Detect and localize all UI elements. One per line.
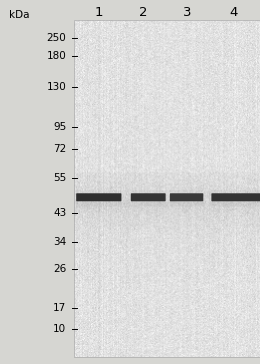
Text: 1: 1 — [95, 6, 103, 19]
FancyBboxPatch shape — [170, 190, 203, 196]
Text: 10: 10 — [53, 324, 66, 335]
FancyBboxPatch shape — [170, 193, 203, 201]
Text: 17: 17 — [53, 302, 66, 313]
Text: kDa: kDa — [9, 9, 30, 20]
Text: 4: 4 — [230, 6, 238, 19]
Text: 2: 2 — [139, 6, 147, 19]
FancyBboxPatch shape — [131, 201, 166, 206]
Text: 3: 3 — [183, 6, 191, 19]
FancyBboxPatch shape — [76, 201, 121, 206]
Text: 180: 180 — [47, 51, 66, 62]
FancyBboxPatch shape — [76, 193, 121, 201]
Text: 250: 250 — [47, 33, 66, 43]
FancyBboxPatch shape — [131, 193, 166, 201]
FancyBboxPatch shape — [211, 193, 260, 201]
Text: 72: 72 — [53, 144, 66, 154]
FancyBboxPatch shape — [211, 190, 260, 196]
Text: 43: 43 — [53, 208, 66, 218]
Text: 34: 34 — [53, 237, 66, 247]
Text: 55: 55 — [53, 173, 66, 183]
FancyBboxPatch shape — [211, 201, 260, 206]
Text: 26: 26 — [53, 264, 66, 274]
Text: 95: 95 — [53, 122, 66, 132]
FancyBboxPatch shape — [131, 190, 166, 196]
Text: 130: 130 — [47, 82, 66, 92]
FancyBboxPatch shape — [170, 201, 203, 206]
FancyBboxPatch shape — [76, 190, 121, 196]
